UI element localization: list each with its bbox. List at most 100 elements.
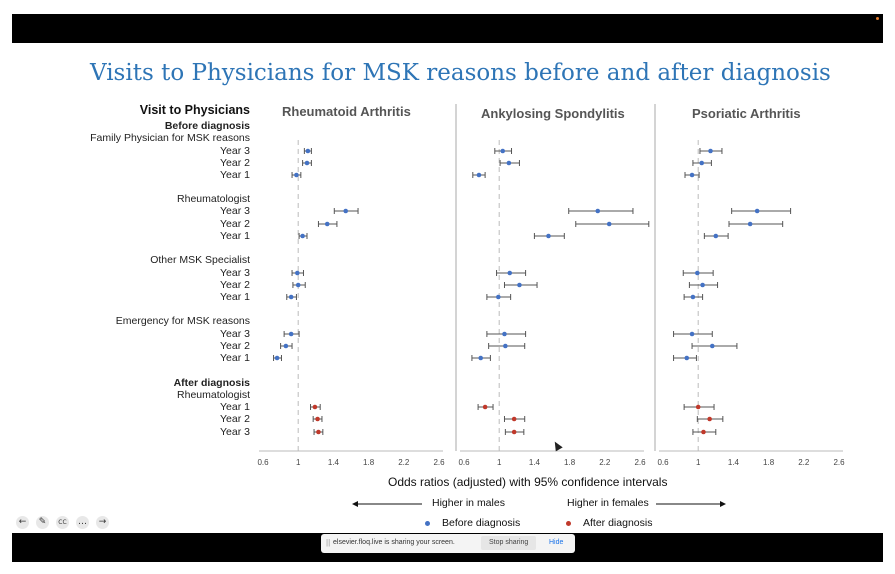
more-icon: … (78, 517, 87, 527)
prev-slide-button[interactable]: ← (16, 516, 29, 529)
higher-in-females-label: Higher in females (567, 497, 649, 509)
point-before (517, 282, 522, 288)
presentation-top-bar (12, 14, 883, 43)
pen-tool-button[interactable]: ✎ (36, 516, 49, 529)
row-label: Year 1 (220, 169, 250, 181)
point-before (294, 172, 299, 178)
more-options-button[interactable]: … (76, 516, 89, 529)
row-header-label: Visit to Physicians (139, 103, 250, 117)
x-tick-label: 0.6 (657, 458, 669, 467)
arrow-right-icon: → (98, 517, 107, 527)
row-label: Year 3 (220, 267, 250, 279)
x-tick-label: 1.8 (763, 458, 775, 467)
hide-banner-button[interactable]: Hide (549, 539, 564, 546)
captions-button[interactable]: CC (56, 516, 69, 529)
row-label: Year 1 (220, 352, 250, 364)
point-before (747, 221, 753, 227)
row-label: Emergency for MSK reasons (115, 315, 250, 327)
x-tick-label: 1 (296, 458, 301, 467)
arrow-left-icon: ← (18, 517, 27, 527)
row-label: Family Physician for MSK reasons (90, 132, 250, 144)
window-top-margin (0, 0, 895, 14)
point-before (695, 270, 700, 276)
point-before (506, 160, 512, 166)
row-label: Year 2 (220, 340, 250, 352)
row-label: Year 3 (220, 145, 250, 157)
higher-in-males-label: Higher in males (432, 497, 505, 509)
point-before (546, 233, 551, 239)
point-before (500, 148, 506, 154)
row-label: After diagnosis (173, 377, 250, 389)
point-before (496, 294, 501, 300)
arrow-left-icon (352, 501, 422, 507)
point-before (478, 355, 484, 361)
point-before (503, 343, 508, 349)
point-before (502, 331, 507, 337)
point-before (305, 148, 311, 154)
x-tick-label: 1.4 (529, 458, 541, 467)
row-label: Year 3 (220, 205, 250, 217)
point-before (343, 208, 349, 214)
point-after (482, 404, 488, 410)
point-before (295, 270, 300, 276)
point-before (689, 331, 695, 337)
row-label: Year 2 (220, 413, 250, 425)
x-tick-label: 2.6 (833, 458, 845, 467)
point-after (312, 404, 318, 410)
row-label: Year 3 (220, 426, 250, 438)
x-tick-label: 2.2 (398, 458, 410, 467)
point-before (713, 233, 719, 239)
stop-sharing-button[interactable]: Stop sharing (481, 536, 537, 550)
point-before (507, 270, 513, 276)
point-after (316, 429, 321, 435)
point-before (595, 208, 601, 214)
drag-handle-icon[interactable]: || (326, 538, 331, 547)
point-before (709, 343, 715, 349)
point-before (699, 160, 705, 166)
point-after (511, 429, 517, 435)
screen-share-banner: || elsevier.floq.live is sharing your sc… (321, 534, 575, 553)
row-label: Year 1 (220, 291, 250, 303)
window-bottom-margin (0, 562, 895, 574)
x-tick-label: 1 (497, 458, 502, 467)
legend-before-marker (425, 520, 430, 526)
point-before (288, 331, 294, 337)
point-before (304, 160, 310, 166)
row-label: Rheumatologist (177, 389, 250, 401)
row-label: Year 2 (220, 279, 250, 291)
pencil-icon: ✎ (38, 517, 47, 527)
point-before (700, 282, 705, 288)
point-before (283, 343, 289, 349)
point-after (701, 429, 706, 435)
point-after (511, 416, 517, 422)
row-label: Year 1 (220, 230, 250, 242)
point-before (689, 172, 695, 178)
slide-title: Visits to Physicians for MSK reasons bef… (90, 60, 831, 86)
point-after (695, 404, 701, 410)
legend-after: After diagnosis (566, 517, 652, 529)
x-tick-label: 1 (696, 458, 701, 467)
legend-before-label: Before diagnosis (442, 517, 521, 529)
point-after (707, 416, 712, 422)
panel-title-ra: Rheumatoid Arthritis (282, 104, 411, 119)
row-label: Year 1 (220, 401, 250, 413)
point-before (754, 208, 760, 214)
captions-icon: CC (58, 519, 67, 526)
point-before (300, 233, 305, 239)
panel-title-psa: Psoriatic Arthritis (692, 106, 801, 121)
point-before (295, 282, 301, 288)
share-message: elsevier.floq.live is sharing your scree… (333, 539, 455, 546)
legend-after-label: After diagnosis (583, 517, 653, 529)
point-after (315, 416, 320, 422)
x-tick-label: 1.4 (728, 458, 740, 467)
point-before (606, 221, 612, 227)
x-tick-label: 1.4 (328, 458, 340, 467)
next-slide-button[interactable]: → (96, 516, 109, 529)
x-tick-label: 2.6 (634, 458, 646, 467)
point-before (288, 294, 294, 300)
x-tick-label: 1.8 (564, 458, 576, 467)
row-label: Rheumatologist (177, 193, 250, 205)
point-before (274, 355, 280, 361)
point-before (684, 355, 690, 361)
